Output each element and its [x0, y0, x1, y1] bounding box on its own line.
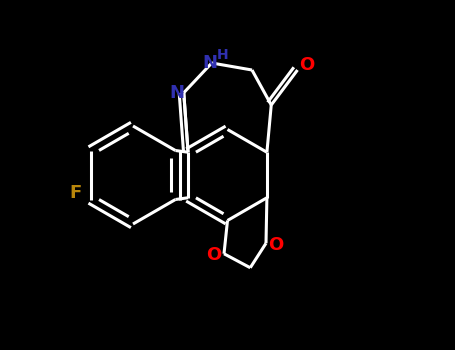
Text: N: N	[169, 84, 184, 102]
Text: O: O	[268, 236, 283, 254]
Text: O: O	[298, 56, 314, 74]
Text: F: F	[69, 183, 81, 202]
Text: O: O	[207, 246, 222, 265]
Text: N: N	[202, 54, 217, 72]
Text: H: H	[217, 48, 228, 62]
